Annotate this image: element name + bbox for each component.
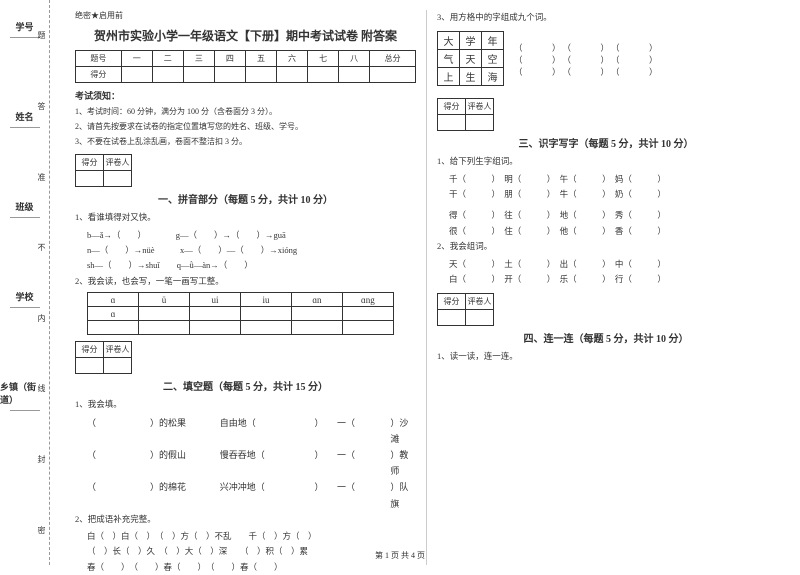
section4-title: 四、连一连（每题 5 分，共计 10 分） <box>437 330 775 345</box>
section1-title: 一、拼音部分（每题 5 分，共计 10 分） <box>75 191 416 206</box>
bind-label-xuehao: 学号 <box>15 20 33 33</box>
scorebox-1: 得分评卷人 <box>75 154 416 187</box>
bind-label-name: 姓名 <box>15 110 33 123</box>
bind-label-school: 学校 <box>15 290 33 303</box>
scorebox-3: 得分评卷人 <box>437 98 775 131</box>
scorebox-4: 得分评卷人 <box>437 293 775 326</box>
s2-q1: 1、我会填。 <box>75 397 416 411</box>
seal-line-text: 题答准不内线封密 <box>36 0 47 565</box>
secret-note: 绝密★启用前 <box>75 10 416 21</box>
s5-q1: 1、读一读，连一连。 <box>437 349 775 363</box>
exam-title: 贺州市实验小学一年级语文【下册】期中考试试卷 附答案 <box>75 27 416 44</box>
right-column: 3、用方格中的字组成九个词。 大学年 气天空 上生海 （ ） （ ） （ ） （… <box>427 10 785 565</box>
notice-label: 考试须知： <box>75 89 416 102</box>
s2-q2: 2、把成语补充完整。 <box>75 512 416 526</box>
s4-q1: 1、给下列生字组词。 <box>437 154 775 168</box>
section2-title: 二、填空题（每题 5 分，共计 15 分） <box>75 378 416 393</box>
pinyin-grid: ɑüuiiuɑnɑng ɑ <box>87 292 394 335</box>
s1-q1: 1、看谁填得对又快。 <box>75 210 416 224</box>
char-grid: 大学年 气天空 上生海 <box>437 31 504 86</box>
word-blanks: （ ） （ ） （ ） （ ） （ ） （ ） （ ） （ ） （ ） <box>514 42 659 78</box>
s1-q2: 2、我会读，也会写，一笔一画写工整。 <box>75 274 416 288</box>
section3-title: 三、识字写字（每题 5 分，共计 10 分） <box>437 135 775 150</box>
score-table: 题号一二三四五六七八总分 得分 <box>75 50 416 83</box>
left-column: 绝密★启用前 贺州市实验小学一年级语文【下册】期中考试试卷 附答案 题号一二三四… <box>65 10 427 565</box>
s4-q2: 2、我会组词。 <box>437 239 775 253</box>
scorebox-2: 得分评卷人 <box>75 341 416 374</box>
s3-q: 3、用方格中的字组成九个词。 <box>437 10 775 24</box>
notice-list: 1、考试时间：60 分钟，满分为 100 分（含卷面分 3 分）。 2、请首先按… <box>75 106 416 148</box>
binding-margin: 学号 姓名 班级 学校 乡镇（街道） 题答准不内线封密 <box>0 0 50 565</box>
page-footer: 第 1 页 共 4 页 <box>0 550 800 561</box>
bind-label-class: 班级 <box>15 200 33 213</box>
